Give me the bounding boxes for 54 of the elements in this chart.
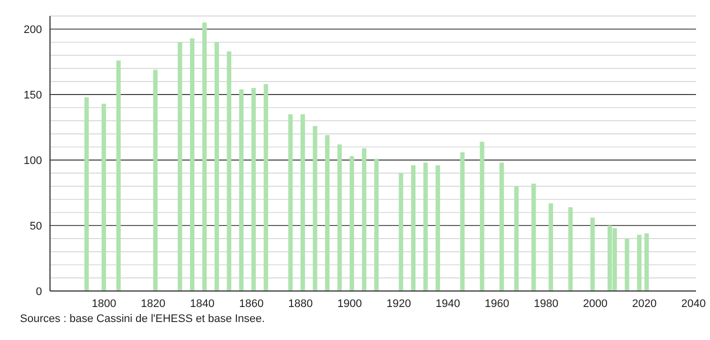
bar (300, 114, 305, 291)
y-tick-label: 0 (36, 286, 42, 298)
bar (590, 218, 595, 291)
x-tick-label: 1920 (386, 298, 412, 310)
y-tick-label: 100 (24, 154, 42, 167)
bar (153, 70, 158, 291)
x-tick-label: 1980 (534, 298, 558, 310)
bar (251, 88, 256, 291)
x-tick-label: 2040 (681, 298, 706, 310)
x-tick-label: 2020 (632, 298, 657, 310)
bar (239, 89, 244, 291)
bar (374, 158, 379, 291)
bar (637, 234, 642, 291)
bar (480, 142, 484, 291)
bar (337, 144, 342, 291)
bar (548, 203, 554, 291)
bar (288, 114, 293, 291)
source-note: Sources : base Cassini de l'EHESS et base Insee. (20, 313, 266, 325)
x-tick-label: 1860 (239, 298, 264, 310)
bar (226, 51, 232, 291)
y-tick-label: 150 (24, 89, 42, 102)
bar (514, 186, 519, 291)
bar (423, 162, 428, 291)
x-tick-label: 1800 (92, 298, 116, 310)
bar (500, 162, 504, 291)
bar (350, 156, 354, 291)
bar (178, 42, 182, 291)
x-tick-label: 1880 (288, 298, 313, 310)
bar (460, 152, 465, 291)
x-tick-label: 1940 (436, 298, 460, 310)
bar (411, 165, 416, 291)
bar (531, 184, 536, 291)
bar (436, 165, 440, 291)
bar (202, 22, 207, 291)
bar (264, 84, 268, 291)
bar (398, 173, 404, 291)
bar (116, 60, 121, 291)
bar (312, 126, 318, 291)
bar (102, 104, 106, 291)
bar (190, 38, 194, 291)
x-tick-label: 1840 (190, 298, 215, 310)
bar (84, 97, 89, 291)
y-tick-label: 50 (30, 220, 42, 232)
bar (214, 42, 219, 291)
x-tick-label: 2000 (583, 298, 608, 310)
y-tick-label: 200 (24, 24, 42, 36)
bar (624, 238, 630, 291)
x-tick-label: 1820 (140, 298, 166, 310)
bar (325, 135, 330, 291)
x-tick-label: 1960 (484, 298, 510, 310)
x-tick-label: 1900 (337, 298, 362, 310)
bar (362, 148, 366, 291)
bar (644, 233, 649, 291)
bar (568, 207, 573, 291)
